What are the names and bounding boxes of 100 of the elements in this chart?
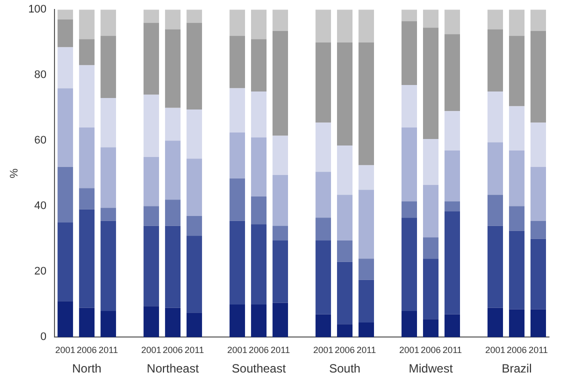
bar	[337, 240, 353, 262]
bar	[272, 240, 288, 303]
bar	[272, 226, 288, 241]
bar	[402, 128, 418, 202]
bar	[186, 312, 202, 338]
bar	[444, 111, 460, 150]
bar	[509, 309, 524, 338]
bar	[358, 10, 374, 42]
bar	[337, 146, 353, 195]
bar	[144, 22, 160, 95]
bar	[230, 36, 246, 88]
x-tick-label: 2006	[76, 345, 97, 356]
bar	[423, 237, 438, 259]
x-tick-label: 2011	[356, 345, 376, 356]
bar	[444, 201, 460, 212]
bar	[79, 209, 95, 308]
bar	[530, 220, 546, 239]
bar	[488, 92, 503, 142]
bar	[423, 10, 438, 28]
bar	[358, 280, 374, 322]
x-tick-label: 2001	[313, 345, 334, 356]
bar	[316, 314, 332, 338]
text: Brazil	[502, 361, 532, 376]
bar	[144, 94, 160, 158]
bar	[272, 302, 288, 338]
bar	[165, 226, 181, 308]
x-tick-label: 2001	[485, 345, 506, 356]
bar	[58, 47, 74, 88]
bar	[444, 314, 460, 338]
x-tick-label: 2001	[55, 345, 76, 356]
bar	[272, 175, 288, 226]
bar	[316, 240, 332, 314]
bar	[144, 157, 160, 206]
bar	[530, 309, 546, 338]
bar	[230, 10, 246, 36]
bar	[79, 65, 95, 128]
bar	[100, 10, 116, 36]
bar	[79, 10, 95, 40]
bar	[144, 306, 160, 338]
bar	[337, 42, 353, 146]
x-tick-label: 2001	[227, 345, 248, 356]
bar	[337, 324, 353, 338]
bar	[423, 184, 438, 238]
bar	[530, 238, 546, 310]
bar	[58, 301, 74, 338]
bar	[488, 194, 503, 226]
bar	[488, 308, 503, 338]
bar	[316, 10, 332, 42]
x-tick-label: 2011	[98, 345, 118, 356]
bar	[186, 158, 202, 216]
y-tick-label: 80	[34, 69, 47, 82]
bar	[509, 150, 524, 206]
bar	[402, 10, 418, 22]
bar	[58, 166, 74, 223]
y-axis-title: %	[8, 168, 21, 178]
bar	[144, 226, 160, 306]
bar	[230, 304, 246, 338]
bar	[165, 140, 181, 200]
bar	[58, 222, 74, 302]
bar	[509, 230, 524, 310]
x-tick-label: 2006	[248, 345, 269, 356]
bar	[337, 194, 353, 241]
bar	[444, 34, 460, 112]
text: South	[329, 361, 360, 376]
bar	[509, 10, 524, 36]
bar	[358, 42, 374, 166]
bar	[100, 208, 116, 221]
bar	[79, 308, 95, 338]
bar	[186, 216, 202, 236]
bar	[251, 304, 267, 338]
bar	[58, 19, 74, 48]
bar	[530, 166, 546, 221]
bar	[251, 92, 267, 138]
bar	[251, 39, 267, 92]
bar	[337, 262, 353, 324]
bar	[230, 220, 246, 304]
text: Southeast	[232, 361, 286, 376]
x-tick-label: 2011	[184, 345, 204, 356]
x-tick-label: 2011	[528, 345, 548, 356]
bar	[58, 10, 74, 20]
bar	[444, 150, 460, 202]
bar	[402, 84, 418, 128]
bar	[272, 136, 288, 176]
bar	[509, 206, 524, 231]
x-tick-label: 2006	[334, 345, 355, 356]
bar	[165, 10, 181, 30]
x-tick-label: 2011	[270, 345, 290, 356]
bar	[79, 128, 95, 188]
bar	[316, 122, 332, 172]
x-tick-label: 2001	[399, 345, 420, 356]
bar	[230, 178, 246, 221]
bar	[488, 142, 503, 195]
bar	[251, 137, 267, 196]
y-tick-label: 40	[34, 200, 47, 212]
bar	[165, 29, 181, 108]
x-tick-label: 2006	[506, 345, 527, 356]
bar	[316, 218, 332, 241]
bar	[165, 200, 181, 226]
bar	[423, 258, 438, 320]
x-tick-label: 2006	[162, 345, 183, 356]
